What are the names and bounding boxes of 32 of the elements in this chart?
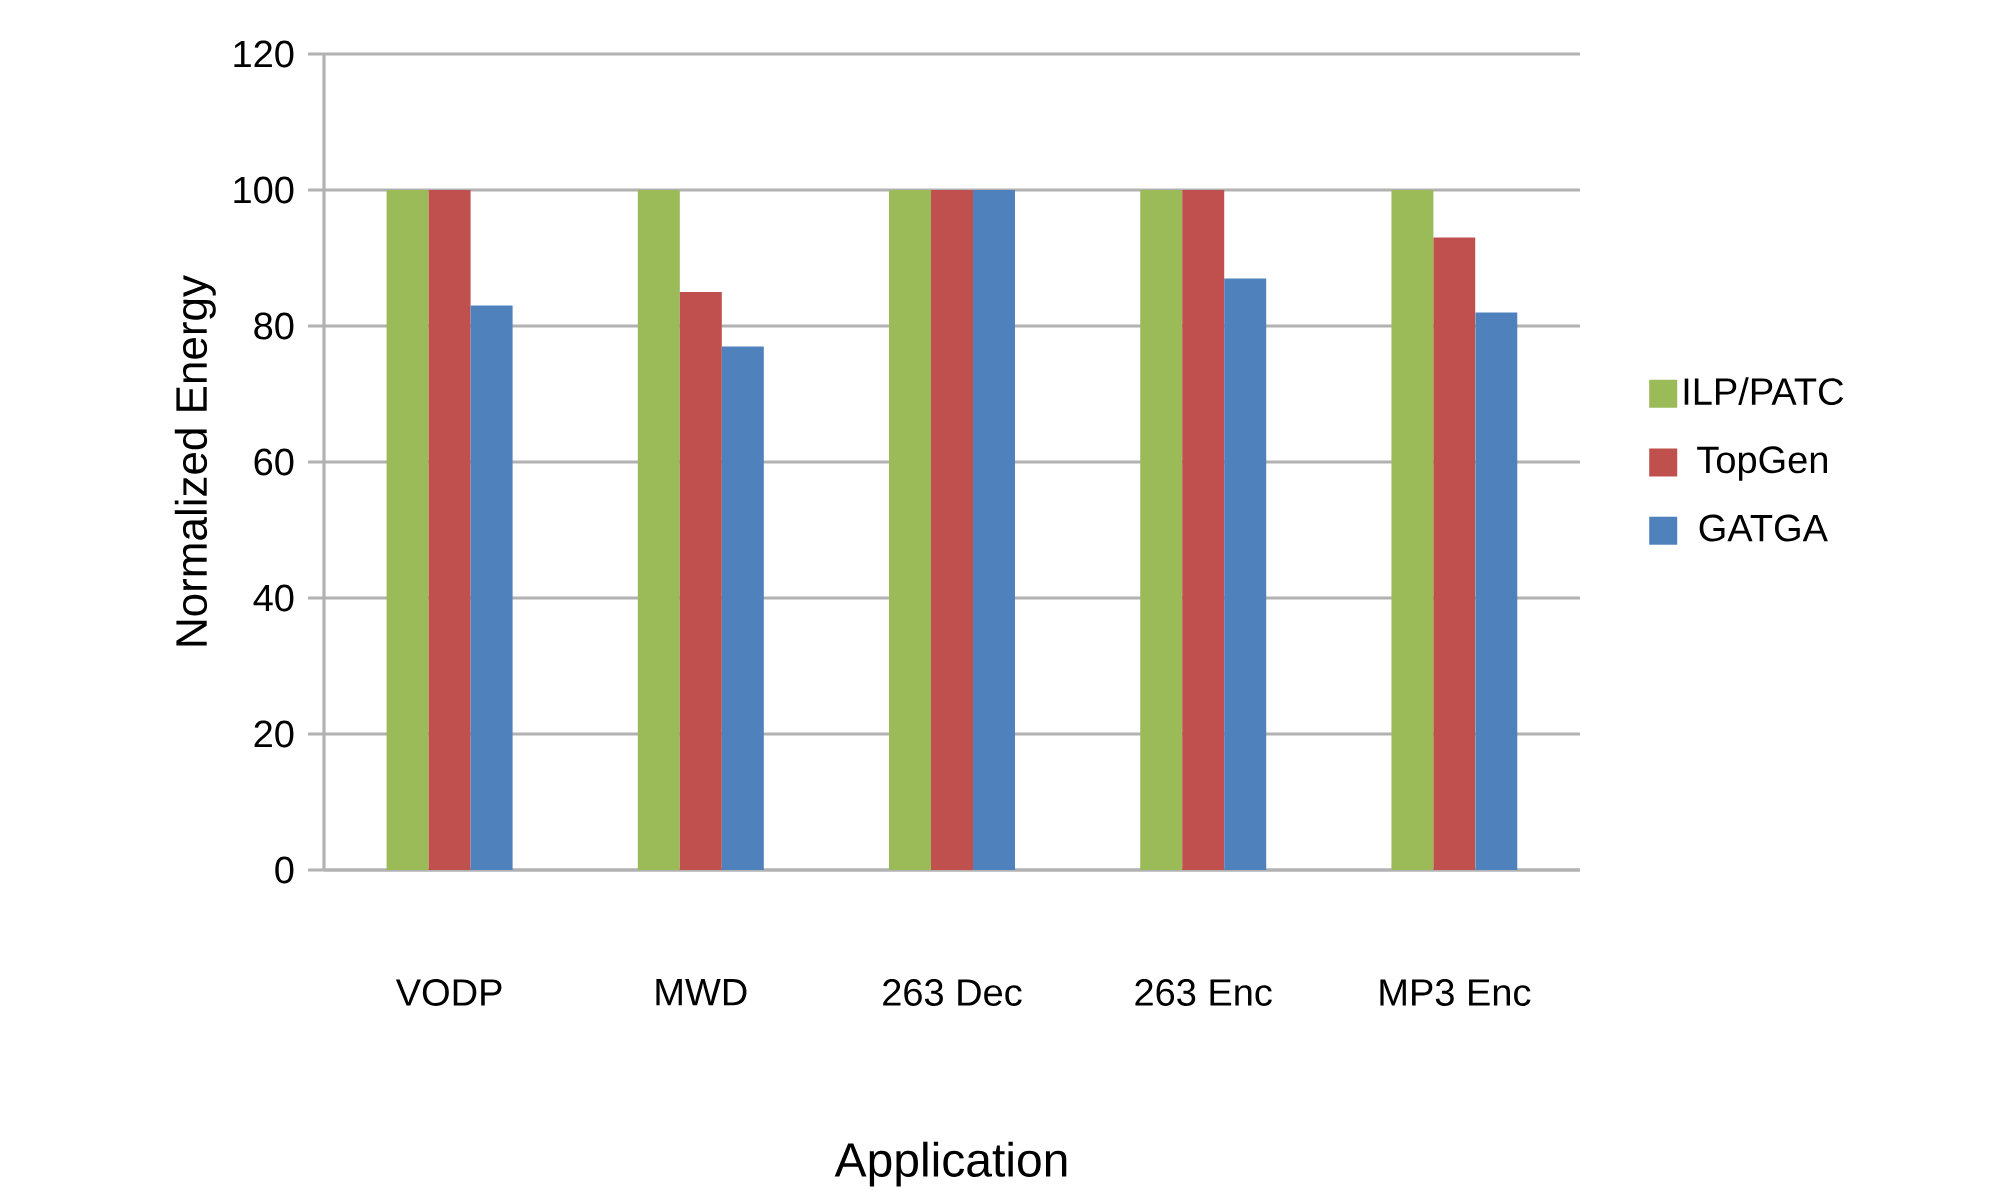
bar	[428, 189, 471, 870]
y-tick-label: 40	[253, 584, 294, 612]
x-axis-title: Application	[834, 1141, 1067, 1187]
bar	[1140, 189, 1183, 870]
legend-label: GATGA	[1699, 514, 1828, 542]
bar	[931, 189, 974, 870]
y-tick-label: 80	[254, 312, 294, 340]
bar	[1391, 189, 1434, 870]
legend-label: TopGen	[1697, 446, 1827, 481]
bar	[1475, 312, 1518, 870]
bar	[889, 189, 932, 870]
x-tick-label: 263 Dec	[883, 979, 1022, 1006]
x-tick-label: VODP	[395, 979, 502, 1006]
bar	[1224, 278, 1267, 870]
y-tick-label: 20	[254, 720, 294, 748]
bar	[1182, 189, 1225, 870]
y-tick-label: 60	[254, 448, 294, 476]
x-tick-label: MWD	[656, 979, 747, 1006]
x-tick-label: 263 Enc	[1135, 979, 1272, 1006]
bar	[637, 189, 680, 870]
y-tick-label: 120	[234, 40, 294, 68]
y-axis-title: Normalized Energy	[174, 275, 216, 646]
y-tick-label: 100	[234, 176, 294, 204]
bar	[386, 189, 429, 870]
bar	[679, 291, 722, 870]
bar	[973, 189, 1016, 870]
legend-label: ILP/PATC	[1684, 377, 1844, 405]
bar	[1433, 237, 1476, 870]
bar	[721, 346, 764, 870]
y-tick-label: 0	[275, 856, 294, 884]
x-tick-label: MP3 Enc	[1380, 979, 1531, 1006]
bar	[470, 305, 513, 870]
